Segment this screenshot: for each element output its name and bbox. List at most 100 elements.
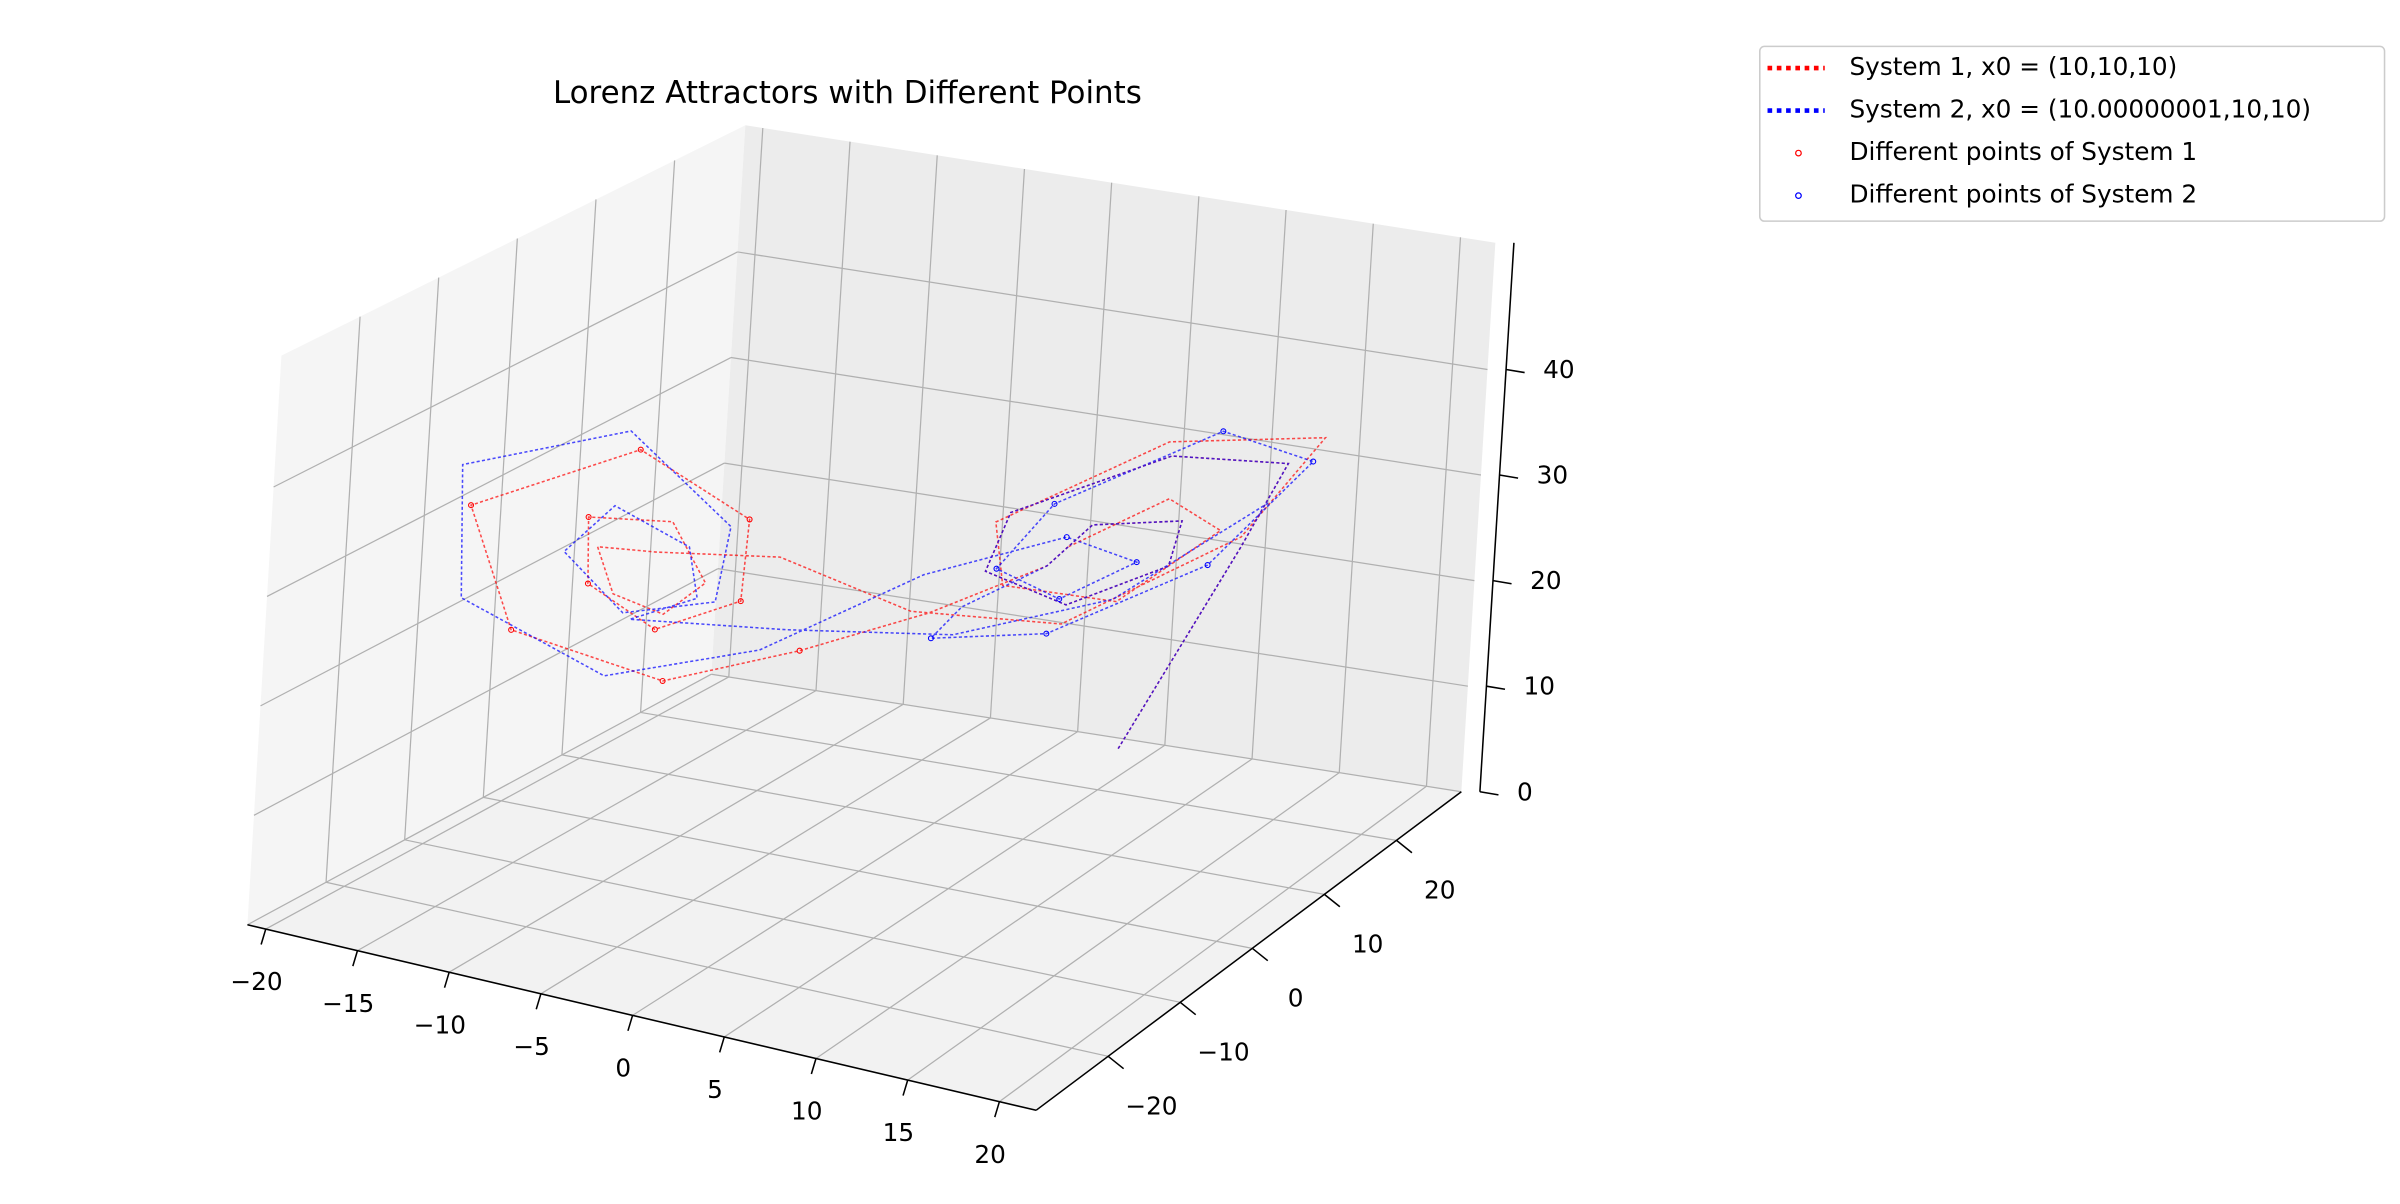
data-point [1051,500,1058,507]
tick-mark [902,1079,909,1096]
tick-mark [1486,685,1506,691]
data-point [737,598,744,605]
tick-mark [994,1101,1001,1118]
grid-line [265,676,730,930]
x-tick-label: −15 [322,989,374,1018]
x-tick-label: −20 [230,967,282,996]
y-tick-label: −20 [1125,1091,1177,1120]
z-tick-label: 0 [1517,777,1533,806]
data-point [659,677,666,684]
back-pane [711,125,1496,792]
y-tick-label: 0 [1288,983,1304,1012]
data-point [637,446,644,453]
legend-box [1759,45,2386,222]
data-point [1056,596,1063,603]
grid-line [253,568,719,816]
grid-line [1338,223,1374,773]
grid-line [260,462,725,707]
data-point [927,635,934,642]
data-point [508,626,515,633]
z-tick-label: 10 [1524,672,1555,701]
tick-mark [718,1036,726,1053]
data-point [1043,630,1050,637]
grid-line [711,673,1462,793]
y-tick-label: 10 [1352,929,1383,958]
grid-line [728,127,764,677]
grid-line [561,754,1325,895]
grid-line [540,717,991,995]
y-axis [1035,791,1462,1111]
tick-mark [1505,368,1525,374]
left-pane [247,125,746,925]
grid-line [723,744,1166,1038]
y-tick-label: −10 [1197,1037,1249,1066]
z-tick-label: 20 [1530,566,1561,595]
x-tick-label: 20 [974,1140,1005,1169]
legend-marker [1795,149,1802,157]
x-tick-label: −10 [414,1010,466,1039]
data-point [585,514,592,521]
grid-line [483,796,1253,949]
grid-line [815,758,1253,1060]
tick-mark [535,993,542,1010]
z-tick-label: 30 [1537,461,1568,490]
data-point [746,516,753,523]
grid-line [325,881,1109,1057]
grid-line [632,731,1078,1016]
tick-mark [1479,790,1499,796]
x-tick-label: 0 [615,1053,631,1082]
legend-label: Different points of System 2 [1849,180,2197,209]
grid-line [482,238,518,798]
tick-mark [260,928,267,945]
tick-mark [1179,1001,1197,1016]
floor-pane [247,674,1462,1111]
y-tick-label: 20 [1424,875,1455,904]
chart-title: Lorenz Attractors with Different Points [553,75,1142,111]
grid-line [1425,237,1462,787]
data-point [796,647,803,654]
tick-mark [1499,474,1519,479]
x-axis [247,923,1037,1112]
z-tick-label: 40 [1543,355,1574,384]
grid-line [639,160,676,713]
grid-line [266,356,732,597]
tick-mark [1323,893,1341,908]
grid-line [717,568,1468,687]
grid-line [325,316,361,883]
legend-label: Different points of System 1 [1849,137,2197,166]
grid-line [989,168,1026,718]
grid-line [640,711,1397,841]
data-point [993,565,1000,572]
grid-line [724,462,1475,582]
trajectory [460,430,1315,750]
tick-mark [1251,947,1269,962]
data-point [1204,562,1211,569]
tick-mark [627,1015,634,1032]
data-point [1063,534,1070,541]
x-tick-label: 10 [791,1097,822,1126]
data-point [1310,458,1317,465]
grid-line [1251,209,1287,759]
grid-line [815,141,851,691]
grid-line [357,690,817,952]
grid-line [448,703,904,973]
grid-line [730,356,1482,476]
grid-line [404,839,1181,1003]
grid-line [902,155,938,705]
data-point [1220,428,1227,435]
grid-line [907,772,1340,1081]
tick-mark [352,950,359,967]
tick-mark [1492,579,1512,585]
grid-line [999,785,1427,1103]
data-point [584,580,591,587]
grid-line [1077,182,1113,732]
data-point [1133,559,1140,566]
tick-mark [1395,839,1413,854]
legend-label: System 2, x0 = (10.00000001,10,10) [1849,95,2311,124]
grid-line [737,251,1488,371]
x-tick-label: 15 [883,1118,914,1147]
grid-line [247,673,712,926]
data-point [468,502,475,509]
tick-mark [810,1058,817,1075]
